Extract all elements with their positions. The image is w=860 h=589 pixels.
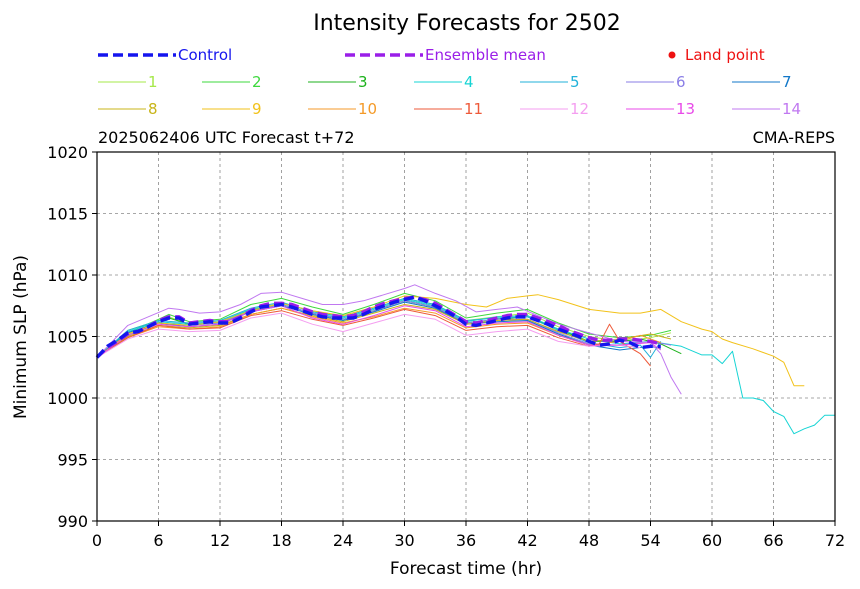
y-tick-label: 1005 [47,328,88,347]
y-tick-label: 990 [57,512,88,531]
chart-title: Intensity Forecasts for 2502 [313,11,621,36]
series-line-control [95,295,661,359]
x-axis-ticks: 0 6 12 18 24 30 36 42 48 54 60 66 72 [92,521,845,550]
x-tick-label: 24 [333,531,353,550]
grid [97,152,835,521]
legend-label: 9 [252,100,262,118]
land-point-marker [668,51,676,59]
x-tick-label: 6 [153,531,163,550]
x-tick-label: 72 [825,531,845,550]
legend-label: 10 [358,100,377,118]
x-tick-label: 42 [517,531,537,550]
x-tick-label: 66 [763,531,783,550]
legend-label: 13 [676,100,695,118]
legend-item: 10 [308,100,377,118]
x-tick-label: 48 [579,531,599,550]
legend-item: 1 [98,73,158,91]
legend-label: 1 [148,73,158,91]
legend-item: Ensemble mean [345,46,546,64]
x-tick-label: 60 [702,531,722,550]
forecast-info: 2025062406 UTC Forecast t+72 [98,128,355,147]
y-tick-label: 995 [57,451,88,470]
legend-item: 12 [520,100,589,118]
y-tick-label: 1020 [47,143,88,162]
legend-item: Control [98,46,232,64]
x-tick-label: 0 [92,531,102,550]
series-line-12 [96,312,641,358]
x-tick-label: 12 [210,531,230,550]
series-line-13 [96,305,662,358]
legend-label: 14 [782,100,801,118]
y-axis-ticks: 990 995 1000 1005 1010 1015 1020 [47,143,97,531]
legend-label: 5 [570,73,580,91]
legend-item: 11 [414,100,483,118]
y-tick-label: 1000 [47,389,88,408]
legend-label: 7 [782,73,792,91]
legend-label: 3 [358,73,368,91]
legend-item: 2 [202,73,262,91]
series-line-11 [96,308,651,367]
legend-label: 8 [148,100,158,118]
legend-item: 4 [414,73,474,91]
legend-item: 5 [520,73,580,91]
legend-label: 4 [464,73,474,91]
legend-item: 7 [732,73,792,91]
series-layer [95,284,835,435]
legend-label: 11 [464,100,483,118]
legend-item: 3 [308,73,368,91]
x-tick-label: 54 [640,531,660,550]
legend-label: 12 [570,100,589,118]
legend-item: 13 [626,100,695,118]
legend-label: 2 [252,73,262,91]
legend-label: Ensemble mean [425,46,546,64]
legend-item-land-point: Land point [668,46,765,64]
land-point-label: Land point [685,46,765,64]
y-tick-label: 1015 [47,205,88,224]
series-line-9 [96,294,805,387]
x-tick-label: 36 [456,531,476,550]
legend-item: 14 [732,100,801,118]
series-line-8 [96,304,672,358]
y-tick-label: 1010 [47,266,88,285]
legend-item: 9 [202,100,262,118]
x-tick-label: 30 [394,531,414,550]
series-line-14 [96,284,682,395]
legend-item: 6 [626,73,686,91]
x-axis-label: Forecast time (hr) [390,559,542,579]
x-tick-label: 18 [271,531,291,550]
model-name: CMA-REPS [753,128,835,147]
legend-item: 8 [98,100,158,118]
legend-label: Control [178,46,232,64]
legend-label: 6 [676,73,686,91]
y-axis-label: Minimum SLP (hPa) [11,255,31,419]
